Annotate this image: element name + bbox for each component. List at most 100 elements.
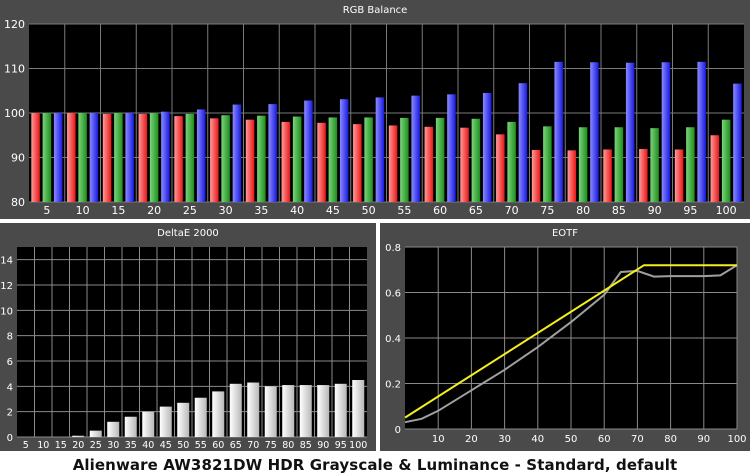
y-tick-label: 8: [7, 332, 13, 343]
x-tick-label: 70: [505, 204, 519, 217]
bar-red-25: [174, 116, 183, 202]
bar-deltae-85: [299, 385, 312, 437]
x-tick-label: 10: [432, 434, 445, 445]
bar-blue-80: [590, 62, 599, 202]
x-tick-label: 65: [469, 204, 483, 217]
y-tick-label: 80: [11, 196, 25, 209]
bar-blue-55: [411, 95, 420, 202]
bar-blue-50: [375, 97, 385, 202]
y-tick-label: 4: [7, 382, 13, 393]
y-tick-label: 12: [0, 281, 13, 292]
eotf-chart: EOTF 0 0.2 0.4 0.6 0.8 10 20 30 40 50 60 70 80 90 100: [380, 223, 750, 451]
x-tick-label: 10: [37, 440, 49, 451]
x-tick-label: 25: [90, 440, 102, 451]
bar-red-50: [353, 124, 362, 202]
bar-deltae-60: [212, 391, 225, 437]
bar-blue-20: [161, 111, 170, 202]
x-tick-label: 55: [397, 204, 411, 217]
x-tick-label: 45: [326, 204, 340, 217]
bar-green-35: [257, 115, 266, 202]
bar-green-65: [471, 118, 481, 202]
bar-blue-35: [268, 104, 277, 202]
x-tick-label: 60: [598, 434, 611, 445]
x-tick-label: 15: [55, 440, 67, 451]
x-tick-label: 100: [727, 434, 746, 445]
x-tick-label: 50: [177, 440, 189, 451]
bar-green-100: [721, 119, 731, 202]
bar-deltae-100: [352, 380, 365, 437]
x-tick-label: 30: [498, 434, 511, 445]
bar-blue-60: [447, 94, 456, 202]
y-tick-label: 10: [0, 306, 13, 317]
x-tick-label: 10: [76, 204, 90, 217]
x-tick-label: 65: [230, 440, 242, 451]
rgb-balance-chart: RGB Balance 80 90 100 110 120 5 10 15 20 25 30 35 40 4…: [0, 0, 750, 219]
y-tick-label: 0: [395, 425, 401, 436]
x-tick-label: 20: [72, 440, 84, 451]
x-tick-label: 90: [648, 204, 662, 217]
bar-deltae-30: [107, 421, 120, 437]
x-tick-label: 20: [147, 204, 161, 217]
line-measured: [404, 264, 738, 424]
y-tick-label: 6: [7, 357, 13, 368]
bar-blue-70: [518, 83, 528, 202]
x-tick-label: 40: [142, 440, 154, 451]
bar-green-55: [400, 117, 409, 202]
y-tick-label: 2: [7, 408, 13, 419]
x-tick-label: 50: [362, 204, 376, 217]
x-tick-label: 95: [335, 440, 347, 451]
bar-red-65: [460, 127, 469, 202]
y-tick-label: 100: [4, 107, 25, 120]
x-tick-label: 35: [254, 204, 268, 217]
x-tick-label: 40: [531, 434, 544, 445]
bar-green-10: [78, 113, 87, 202]
chart-title: DeltaE 2000: [157, 228, 219, 239]
bar-deltae-75: [264, 386, 277, 437]
bar-deltae-25: [89, 430, 102, 437]
y-tick-label: 14: [0, 256, 13, 267]
bar-deltae-95: [334, 383, 347, 437]
x-tick-label: 95: [683, 204, 697, 217]
bar-red-40: [281, 121, 291, 202]
bar-green-85: [614, 127, 624, 202]
x-tick-label: 15: [111, 204, 125, 217]
bar-red-10: [67, 113, 76, 202]
bar-red-30: [210, 118, 219, 202]
bar-blue-15: [125, 113, 134, 202]
bar-green-30: [221, 115, 230, 202]
line-target: [404, 264, 737, 419]
bar-red-35: [245, 119, 255, 202]
bar-deltae-80: [282, 385, 295, 437]
bar-blue-65: [482, 92, 492, 202]
x-tick-label: 80: [282, 440, 294, 451]
x-tick-label: 30: [107, 440, 119, 451]
bar-red-45: [317, 122, 326, 202]
bar-deltae-35: [124, 416, 137, 437]
bar-blue-25: [196, 109, 206, 202]
x-tick-label: 60: [433, 204, 447, 217]
x-tick-label: 85: [612, 204, 626, 217]
bar-green-5: [42, 113, 52, 202]
bar-red-95: [674, 149, 684, 202]
x-tick-label: 20: [465, 434, 478, 445]
y-tick-label: 0: [7, 433, 13, 444]
y-tick-label: 0.4: [385, 334, 401, 345]
bar-deltae-55: [194, 397, 207, 437]
x-tick-label: 50: [565, 434, 578, 445]
bar-blue-95: [697, 61, 706, 203]
bar-deltae-90: [317, 385, 330, 437]
x-tick-label: 60: [212, 440, 224, 451]
y-tick-label: 0.6: [385, 289, 401, 300]
x-tick-label: 5: [43, 204, 50, 217]
bar-deltae-50: [177, 402, 190, 437]
bar-deltae-65: [229, 383, 242, 437]
bar-red-15: [102, 113, 112, 202]
bar-red-80: [567, 150, 577, 202]
bar-deltae-20: [72, 435, 85, 437]
bar-blue-30: [232, 104, 242, 202]
bar-green-50: [364, 117, 373, 202]
bar-deltae-40: [142, 411, 155, 437]
bar-red-75: [531, 149, 541, 202]
bar-green-95: [686, 127, 695, 202]
chart-title: RGB Balance: [343, 5, 408, 16]
